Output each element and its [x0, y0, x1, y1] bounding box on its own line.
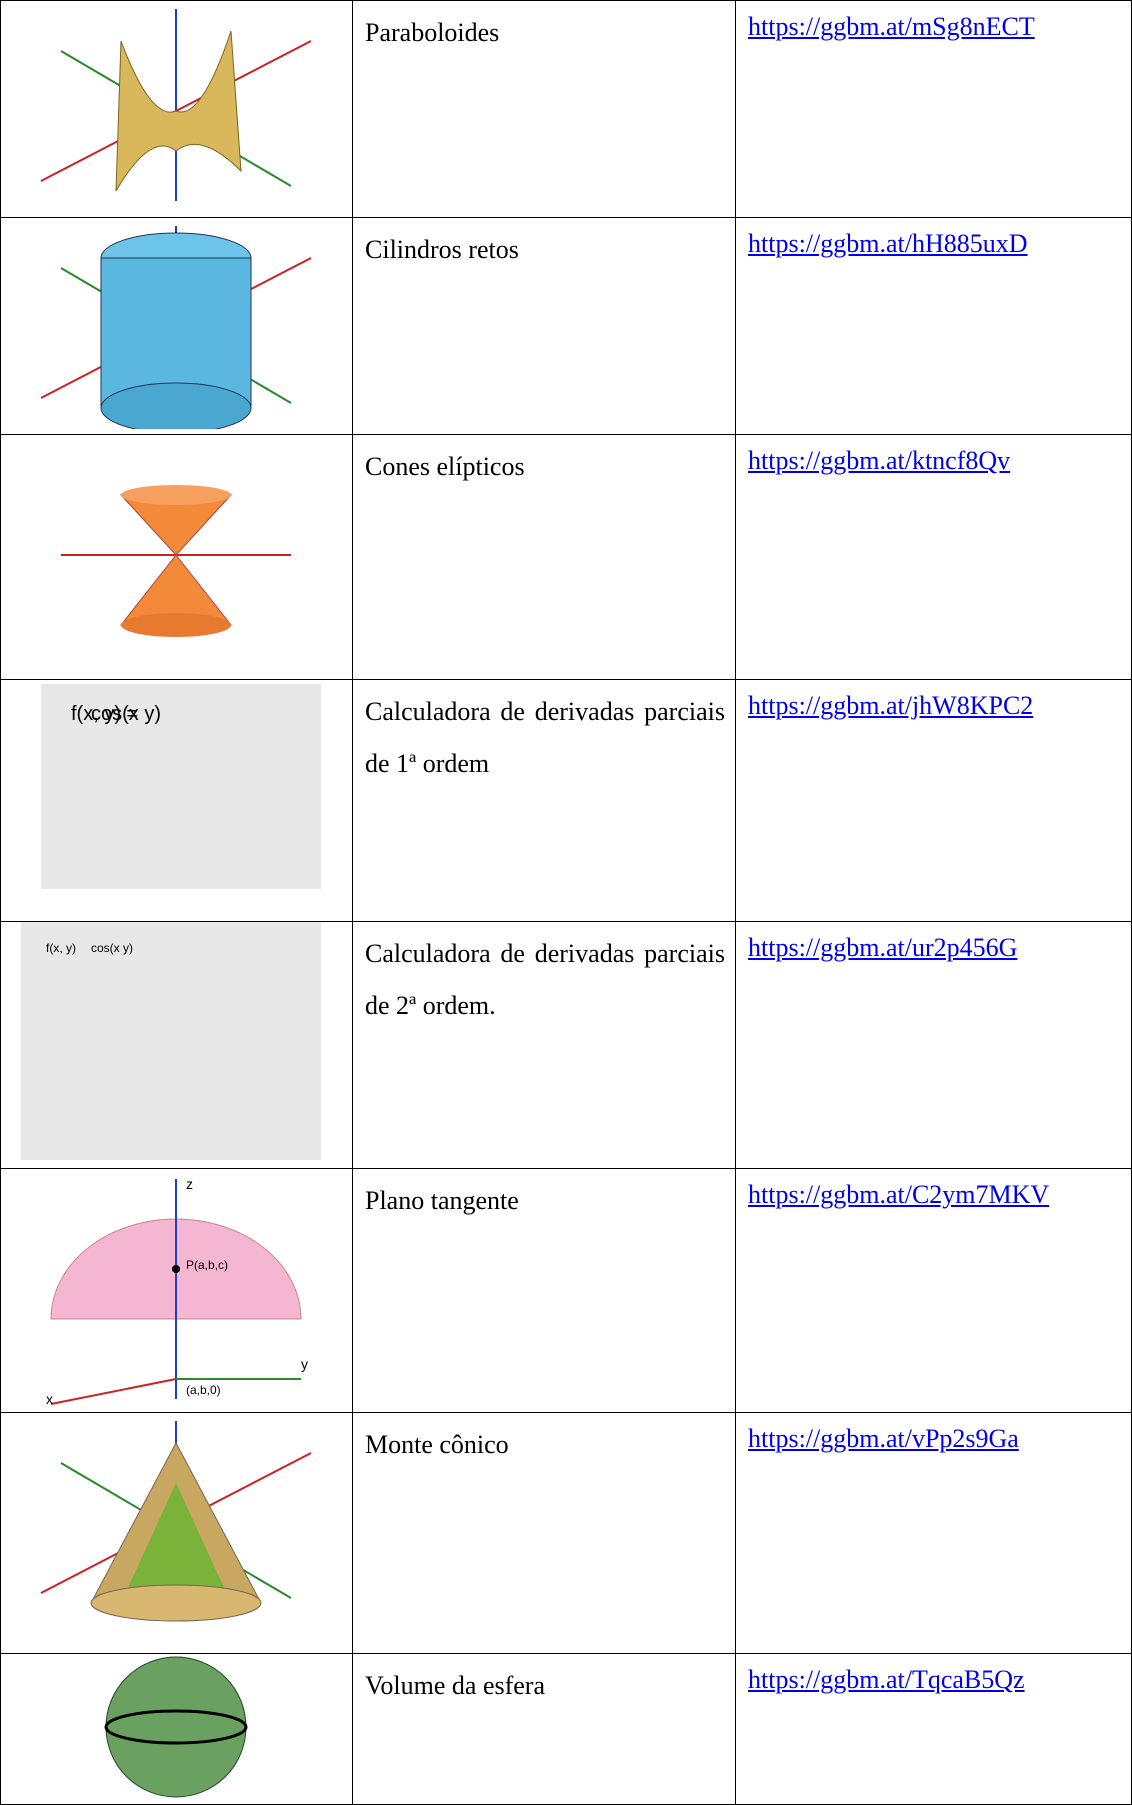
table-row: f(x, y) = cos(x y) Calculadora de derivada… — [0, 679, 1132, 922]
table-row: f(x, y) cos(x y) Calculadora de derivadas … — [0, 921, 1132, 1169]
thumbnail-cell — [0, 1653, 353, 1805]
thumbnail: P(a,b,c) (a,b,0) x y z — [46, 1176, 308, 1407]
thumbnail-cell: f(x, y) cos(x y) — [0, 921, 353, 1169]
title-cell: Cones elípticos — [352, 434, 736, 680]
thumbnail-cell: f(x, y) = cos(x y) — [0, 679, 353, 922]
image-label: P(a,b,c) — [186, 1258, 228, 1272]
thumbnail — [61, 485, 291, 637]
thumbnail: f(x, y) =cos(x y) — [41, 684, 321, 889]
table-row: Monte cônico https://ggbm.at/vPp2s9Ga — [0, 1412, 1132, 1654]
thumbnail — [40, 226, 312, 434]
title: Calculadora de derivadas parciais de 1ª … — [365, 697, 725, 778]
link[interactable]: https://ggbm.at/C2ym7MKV — [748, 1180, 1050, 1209]
link-cell: https://ggbm.at/jhW8KPC2 — [735, 679, 1132, 922]
title: Monte cônico — [365, 1430, 509, 1459]
title: Cilindros retos — [365, 235, 519, 264]
thumbnail-cell — [0, 1412, 353, 1654]
link-cell: https://ggbm.at/TqcaB5Qz — [735, 1653, 1132, 1805]
thumbnail — [104, 1656, 248, 1798]
image-label: y — [301, 1356, 308, 1372]
title-cell: Plano tangente — [352, 1168, 736, 1413]
thumbnail-cell — [0, 434, 353, 680]
title: Paraboloides — [365, 18, 500, 47]
link[interactable]: https://ggbm.at/ktncf8Qv — [748, 446, 1011, 475]
table-row: Cones elípticos https://ggbm.at/ktncf8Qv — [0, 434, 1132, 680]
link-cell: https://ggbm.at/ktncf8Qv — [735, 434, 1132, 680]
image-label: f(x, y) — [46, 941, 76, 955]
table-row: Volume da esfera https://ggbm.at/TqcaB5Qz — [0, 1653, 1132, 1805]
title: Calculadora de derivadas parciais de 2ª … — [365, 939, 725, 1020]
link[interactable]: https://ggbm.at/mSg8nECT — [748, 12, 1035, 41]
title: Volume da esfera — [365, 1671, 546, 1700]
image-label: z — [186, 1176, 193, 1192]
thumbnail: f(x, y) cos(x y) — [21, 922, 321, 1160]
title-cell: Paraboloides — [352, 0, 736, 218]
title-cell: Volume da esfera — [352, 1653, 736, 1805]
title-cell: Cilindros retos — [352, 217, 736, 435]
image-label: f(x, y) = — [71, 703, 138, 725]
link-cell: https://ggbm.at/C2ym7MKV — [735, 1168, 1132, 1413]
link[interactable]: https://ggbm.at/hH885uxD — [748, 229, 1028, 258]
table-row: Paraboloides https://ggbm.at/mSg8nECT — [0, 0, 1132, 218]
title: Plano tangente — [365, 1186, 519, 1215]
link-cell: https://ggbm.at/mSg8nECT — [735, 0, 1132, 218]
table-row: P(a,b,c) (a,b,0) x y z Plano tangente https://… — [0, 1168, 1132, 1413]
image-label: cos(x y) — [91, 941, 133, 955]
image-label: cos(x y) — [91, 703, 161, 725]
image-label: (a,b,0) — [186, 1383, 221, 1397]
thumbnail-cell — [0, 0, 353, 218]
image-label: x — [46, 1391, 53, 1407]
link-cell: https://ggbm.at/hH885uxD — [735, 217, 1132, 435]
thumbnail — [40, 1421, 312, 1622]
title: Cones elípticos — [365, 452, 525, 481]
title-cell: Calculadora de derivadas parciais de 1ª … — [352, 679, 736, 922]
thumbnail-cell — [0, 217, 353, 435]
title-cell: Monte cônico — [352, 1412, 736, 1654]
link-cell: https://ggbm.at/vPp2s9Ga — [735, 1412, 1132, 1654]
link[interactable]: https://ggbm.at/jhW8KPC2 — [748, 691, 1034, 720]
link[interactable]: https://ggbm.at/vPp2s9Ga — [748, 1424, 1019, 1453]
table-row: Cilindros retos https://ggbm.at/hH885uxD — [0, 217, 1132, 435]
thumbnail — [40, 9, 312, 201]
link[interactable]: https://ggbm.at/TqcaB5Qz — [748, 1665, 1025, 1694]
title-cell: Calculadora de derivadas parciais de 2ª … — [352, 921, 736, 1169]
thumbnail-cell: P(a,b,c) (a,b,0) x y z — [0, 1168, 353, 1413]
link-cell: https://ggbm.at/ur2p456G — [735, 921, 1132, 1169]
link[interactable]: https://ggbm.at/ur2p456G — [748, 933, 1018, 962]
